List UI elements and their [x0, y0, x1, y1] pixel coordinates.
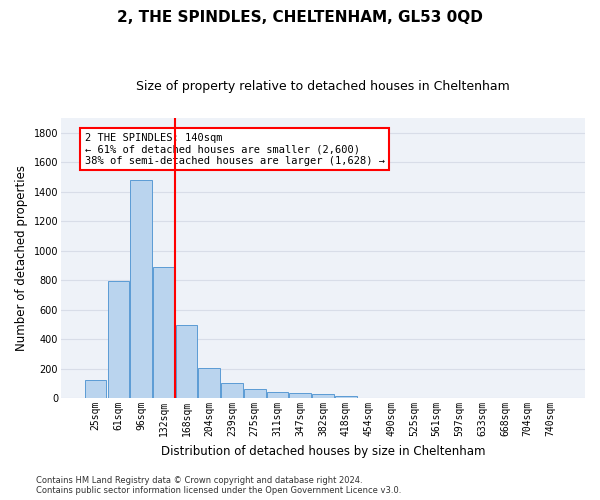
Bar: [335, 396, 356, 398]
Bar: [176, 325, 197, 398]
Bar: [221, 382, 243, 398]
Bar: [289, 394, 311, 398]
Text: Contains HM Land Registry data © Crown copyright and database right 2024.
Contai: Contains HM Land Registry data © Crown c…: [36, 476, 401, 495]
Y-axis label: Number of detached properties: Number of detached properties: [15, 165, 28, 351]
Text: 2 THE SPINDLES: 140sqm
← 61% of detached houses are smaller (2,600)
38% of semi-: 2 THE SPINDLES: 140sqm ← 61% of detached…: [85, 132, 385, 166]
Text: 2, THE SPINDLES, CHELTENHAM, GL53 0QD: 2, THE SPINDLES, CHELTENHAM, GL53 0QD: [117, 10, 483, 25]
Bar: [107, 281, 129, 398]
Bar: [244, 388, 266, 398]
Bar: [266, 392, 289, 398]
Bar: [199, 368, 220, 398]
Title: Size of property relative to detached houses in Cheltenham: Size of property relative to detached ho…: [136, 80, 510, 93]
Bar: [85, 380, 106, 398]
X-axis label: Distribution of detached houses by size in Cheltenham: Distribution of detached houses by size …: [161, 444, 485, 458]
Bar: [153, 267, 175, 398]
Bar: [312, 394, 334, 398]
Bar: [130, 180, 152, 398]
